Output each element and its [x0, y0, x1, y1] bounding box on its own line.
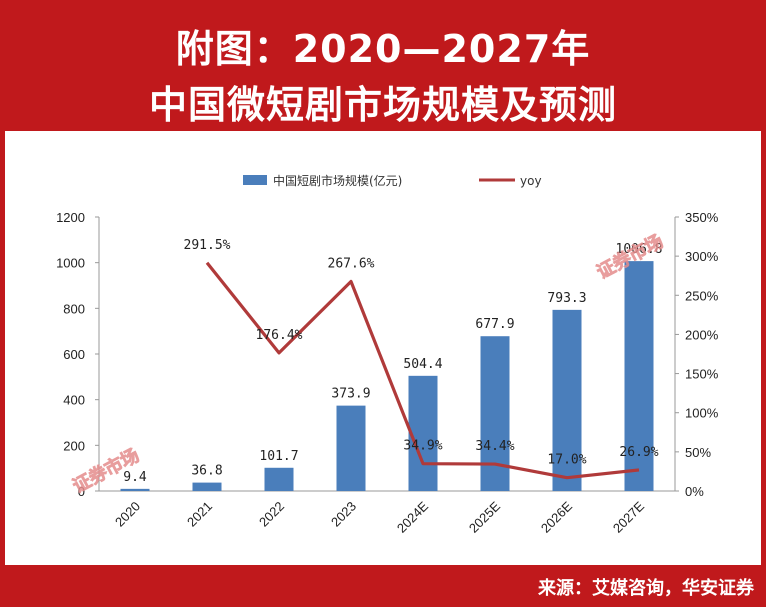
bar-value-label: 36.8 [191, 464, 222, 479]
bar [624, 261, 654, 491]
bar-value-label: 677.9 [475, 317, 514, 332]
x-tick-label: 2026E [538, 498, 575, 535]
yoy-value-label: 34.9% [403, 439, 442, 454]
bar [120, 488, 150, 491]
y-right-tick-label: 200% [685, 327, 719, 342]
y-left-tick-label: 400 [63, 393, 85, 408]
title-line-1: 附图：2020—2027年 [175, 27, 591, 71]
y-left-tick-label: 200 [63, 438, 85, 453]
bar [480, 336, 510, 491]
data-labels-group: 9.4 36.8 101.7 373.9 504.4 677.9 793.3 1006.8 29… [123, 238, 662, 485]
title-band: 附图：2020—2027年 中国微短剧市场规模及预测 [0, 0, 766, 128]
x-tick-label: 2027E [610, 498, 647, 535]
footer-band: 来源：艾媒咨询，华安证券 [0, 566, 766, 607]
source-note: 来源：艾媒咨询，华安证券 [538, 578, 754, 599]
x-tick-label: 2024E [394, 498, 431, 535]
bar [336, 405, 366, 491]
y-right-tick-label: 50% [685, 445, 711, 460]
y-left-tick-label: 600 [63, 347, 85, 362]
y-right-tick-label: 150% [685, 367, 719, 382]
y-left-tick-label: 1000 [56, 256, 85, 271]
x-tick-label: 2023 [328, 499, 359, 530]
x-tick-label: 2021 [184, 499, 215, 530]
yoy-value-label: 17.0% [547, 453, 586, 468]
y-left-tick-label: 800 [63, 301, 85, 316]
yoy-value-label: 291.5% [184, 238, 231, 253]
bar-value-label: 373.9 [331, 387, 370, 402]
y-right-tick-label: 250% [685, 288, 719, 303]
y-right-tick-label: 300% [685, 249, 719, 264]
bar-value-label: 1006.8 [616, 242, 663, 257]
yoy-value-label: 34.4% [475, 439, 514, 454]
title-line-2: 中国微短剧市场规模及预测 [148, 83, 617, 127]
legend-line-label: yoy [520, 174, 542, 188]
yoy-series-line [205, 261, 640, 480]
yoy-value-label: 267.6% [328, 257, 375, 272]
legend: 中国短剧市场规模(亿元) yoy [243, 173, 542, 188]
legend-bar-swatch [243, 175, 267, 185]
combo-chart: 0 200 400 600 800 1000 1200 0% 50% 100% 150% 200% 25… [56, 173, 719, 536]
y-right-tick-label: 350% [685, 210, 719, 225]
bar [192, 482, 222, 491]
x-tick-label: 2025E [466, 498, 503, 535]
yoy-value-label: 176.4% [256, 328, 303, 343]
x-tick-label: 2020 [112, 499, 143, 530]
y-right-tick-label: 0% [685, 484, 704, 499]
y-right-tick-label: 100% [685, 406, 719, 421]
legend-bar-label: 中国短剧市场规模(亿元) [273, 173, 402, 188]
bar [264, 467, 294, 491]
bar-value-label: 101.7 [259, 449, 298, 464]
bar-value-label: 793.3 [547, 291, 586, 306]
bar [408, 375, 438, 491]
bar [552, 309, 582, 491]
bar-value-label: 504.4 [403, 357, 442, 372]
yoy-value-label: 26.9% [619, 445, 658, 460]
chart-panel: 0 200 400 600 800 1000 1200 0% 50% 100% 150% 200% 25… [5, 131, 761, 565]
y-left-tick-label: 1200 [56, 210, 85, 225]
y-left-tick-label: 0 [78, 484, 85, 499]
x-tick-label: 2022 [256, 499, 287, 530]
yoy-line-group [205, 261, 640, 480]
bar-value-label: 9.4 [123, 470, 147, 485]
